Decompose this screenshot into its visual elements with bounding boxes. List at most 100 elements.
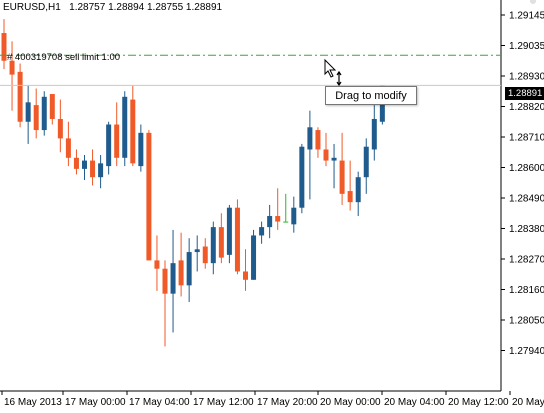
candle-body [363,146,369,178]
candlestick [130,85,136,167]
candlestick [114,102,120,167]
candlestick [82,155,87,180]
x-tick-label: 20 May 04:00 [384,397,445,408]
candlestick [106,121,112,175]
candlestick [218,213,224,264]
candlestick [355,171,361,217]
candle-body [57,118,63,139]
candle-body [138,132,144,167]
chart-symbol: EURUSD,H1 [3,2,61,13]
candle-body [243,271,248,280]
candlestick [1,19,7,70]
y-tick-label: 1.28270 [509,255,544,266]
candle-body [251,235,257,280]
candle-body [122,96,128,158]
candlestick [275,188,281,230]
candlestick [210,221,216,275]
candle-body [355,177,361,203]
x-tick-label: 20 May 20:00 [512,397,544,408]
candlestick [243,249,248,291]
candle-body [90,160,96,178]
candle-body [315,130,321,150]
candlestick [138,124,144,172]
candle-body [210,227,216,264]
time-axis[interactable]: 16 May 2013 17 May 00:00 17 May 04:00 17 Ma… [1,391,544,408]
candle-body [331,157,337,161]
x-tick-label: 17 May 20:00 [257,397,318,408]
candle-body [1,33,7,61]
candle-body [25,102,31,122]
candlestick [41,91,47,136]
candle-body [41,96,47,131]
grid-layer [0,0,502,392]
x-tick-label: 17 May 00:00 [65,397,126,408]
candlestick [267,204,273,239]
candle-body [162,268,168,294]
candlestick [331,143,337,189]
candle-body [291,207,297,225]
candlestick [170,229,176,333]
y-tick-label: 1.28600 [509,163,544,174]
y-tick-label: 1.28490 [509,194,544,205]
y-tick-label: 1.28050 [509,316,544,327]
current-price-tag: 1.28891 [505,87,544,100]
candlestick [98,155,104,189]
y-tick-label: 1.28160 [509,285,544,296]
candle-body [194,249,200,253]
drag-tooltip: Drag to modify [325,86,417,105]
chart-header: EURUSD,H1 1.28757 1.28894 1.28755 1.2889… [3,2,222,13]
candle-body [202,246,208,264]
candle-body [275,216,281,222]
candle-body [9,60,15,75]
candlestick [363,138,369,194]
candle-body [73,157,79,169]
candle-body [114,124,120,158]
candle-body [82,160,87,169]
candlestick [33,88,39,139]
candlestick [251,229,257,280]
candle-layer [1,19,385,347]
candle-body [98,163,104,178]
candle-body [154,260,160,269]
candle-body [234,207,240,272]
candlestick [122,91,128,167]
y-tick-label: 1.29035 [509,41,544,52]
candlestick [65,121,71,167]
candlestick [299,143,305,214]
candlestick [323,132,329,167]
candlestick [17,63,23,128]
candle-body [146,132,152,261]
candle-body [339,160,345,194]
candle-body [371,118,377,150]
y-tick-label: 1.28930 [509,72,544,83]
y-tick-label: 1.28380 [509,224,544,235]
candlestick [307,110,313,200]
candle-body [178,260,184,286]
chart-corner-icon [530,0,536,4]
candlestick [146,130,152,261]
candlestick [186,238,192,302]
candlestick [154,235,160,291]
candle-body [307,127,313,150]
x-tick-label: 16 May 2013 [4,397,62,408]
candlestick [283,193,289,223]
candle-body [283,221,289,223]
y-tick-label: 1.27940 [509,346,544,357]
candlestick [162,260,168,347]
candlestick [90,149,96,186]
candlestick [226,204,232,264]
candle-body [267,216,273,228]
candle-body [226,207,232,255]
candlestick [234,199,240,275]
candlestick [259,221,265,244]
x-tick-label: 20 May 12:00 [448,397,509,408]
price-axis[interactable]: 1.29145 1.29035 1.28930 1.28820 1.28710 1.286… [501,11,544,358]
candlestick [25,85,31,144]
candlestick [347,160,353,211]
candle-body [186,252,192,286]
candle-body [299,146,305,208]
candlestick [57,99,63,153]
order-line-label: # 400319708 sell limit 1.00 [7,52,121,63]
